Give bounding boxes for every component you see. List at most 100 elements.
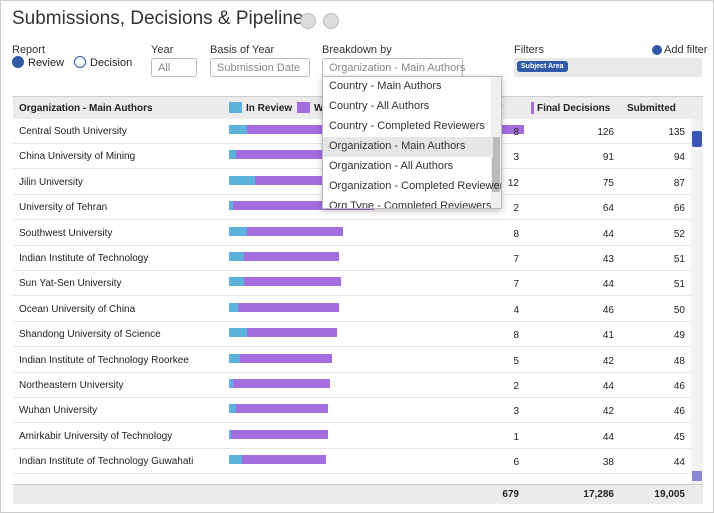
cell-value: 45 xyxy=(673,431,685,443)
radio-label[interactable]: Decision xyxy=(90,57,133,69)
column-header: Organization - Main Authors xyxy=(19,103,153,114)
add-icon xyxy=(652,45,662,55)
cell-value: 126 xyxy=(597,127,614,138)
table-row: Sun Yat-Sen University 7 44 51 xyxy=(13,271,691,297)
cell-value: 46 xyxy=(673,406,685,418)
table-row: Indian Institute of Technology Guwahati 6… xyxy=(13,449,691,475)
table-row: Shandong University of Science 8 41 49 xyxy=(13,322,691,348)
org-name: Indian Institute of Technology Guwahati xyxy=(19,456,194,468)
cell-value: 12 xyxy=(507,177,519,189)
in-review-bar xyxy=(229,328,247,338)
breakdown-label: Breakdown by xyxy=(322,44,392,56)
cell-value: 38 xyxy=(602,457,614,469)
in-review-bar xyxy=(229,353,240,363)
cell-value: 42 xyxy=(602,355,614,367)
reset-button[interactable] xyxy=(323,13,339,29)
cell-value: 8 xyxy=(513,330,519,342)
org-name: University of Tehran xyxy=(19,202,108,214)
dropdown-option[interactable]: Organization - Main Authors xyxy=(323,137,493,157)
year-label: Year xyxy=(151,44,174,56)
in-review-bar xyxy=(229,226,247,236)
cell-value: 8 xyxy=(513,127,519,138)
in-review-bar xyxy=(229,455,243,465)
in-review-bar xyxy=(229,277,245,287)
legend-label: W xyxy=(314,103,324,114)
radio-label[interactable]: Review xyxy=(28,57,65,69)
table-footer xyxy=(13,484,703,504)
basis-label: Basis of Year xyxy=(210,44,275,56)
column-header: Submitted xyxy=(627,103,676,114)
table-row: Indian Institute of Technology 7 43 51 xyxy=(13,246,691,271)
cell-value: 43 xyxy=(602,254,614,265)
decision-bar xyxy=(246,226,344,236)
column-header: Final Decisions xyxy=(537,103,611,114)
dropdown-option[interactable]: Organization - Completed Reviewers xyxy=(329,180,502,192)
legend-swatch xyxy=(297,102,310,113)
org-name: Wuhan University xyxy=(19,405,98,417)
filter-chip[interactable]: Subject Area xyxy=(517,61,568,72)
in-review-bar xyxy=(229,252,245,261)
table-row: Southwest University 8 44 52 xyxy=(13,221,691,246)
table-row: Wuhan University 3 42 46 xyxy=(13,398,691,424)
decision-bar xyxy=(233,379,331,388)
download-button[interactable] xyxy=(300,13,316,29)
dropdown-option[interactable]: Organization - All Authors xyxy=(329,160,454,172)
total-value: 19,005 xyxy=(654,489,685,500)
decision-bar xyxy=(244,252,339,261)
cell-value: 94 xyxy=(673,152,685,164)
org-name: China University of Mining xyxy=(19,151,136,163)
cell-value: 66 xyxy=(673,203,685,215)
table-row: Ocean University of China 4 46 50 xyxy=(13,297,691,322)
table-row: Amirkabir University of Technology 1 44 45 xyxy=(13,424,691,449)
in-review-bar xyxy=(229,175,256,185)
total-value: 679 xyxy=(502,489,519,500)
cell-value: 46 xyxy=(673,381,685,392)
dropdown-option[interactable]: Country - Main Authors xyxy=(329,80,442,92)
total-value: 17,286 xyxy=(583,489,614,500)
in-review-bar xyxy=(229,150,236,160)
cell-value: 87 xyxy=(673,177,685,189)
cell-value: 6 xyxy=(513,457,519,469)
dropdown-option[interactable]: Country - Completed Reviewers xyxy=(329,120,485,132)
in-review-bar xyxy=(229,429,232,439)
radio[interactable] xyxy=(74,56,86,68)
title: Submissions, Decisions & Pipeline xyxy=(12,8,304,29)
cell-value: 8 xyxy=(513,228,519,240)
cell-value: 44 xyxy=(673,457,685,469)
org-name: Central South University xyxy=(19,126,127,137)
cell-value: 75 xyxy=(602,177,614,189)
org-name: Jilin University xyxy=(19,176,83,188)
cell-value: 46 xyxy=(602,304,614,316)
cell-value: 3 xyxy=(513,152,519,164)
org-name: Sun Yat-Sen University xyxy=(19,278,122,290)
scrollbar[interactable] xyxy=(691,119,703,484)
cell-value: 42 xyxy=(602,406,614,418)
breakdown-select[interactable]: Organization - Main Authors xyxy=(322,58,465,77)
dropdown-option[interactable]: Country - All Authors xyxy=(329,100,430,112)
decision-bar xyxy=(242,455,326,465)
table-row: Northeastern University 2 44 46 xyxy=(13,373,691,398)
add-filter[interactable]: Add filter xyxy=(664,44,708,56)
org-name: Ocean University of China xyxy=(19,303,136,315)
decision-bar xyxy=(233,201,375,211)
decision-bar xyxy=(237,302,339,312)
org-name: Indian Institute of Technology Roorkee xyxy=(19,354,189,366)
cell-value: 52 xyxy=(673,228,685,240)
cell-value: 41 xyxy=(602,330,614,342)
in-review-bar xyxy=(229,302,238,312)
radio[interactable] xyxy=(12,56,24,68)
dropdown-option[interactable]: Org Type - Completed Reviewers xyxy=(329,200,492,209)
column-marker xyxy=(531,102,534,114)
cell-value: 48 xyxy=(673,355,685,367)
breakdown-dropdown: Country - Main Authors Country - All Auth… xyxy=(322,76,502,209)
cell-value: 64 xyxy=(602,203,614,215)
cell-value: 44 xyxy=(602,381,614,392)
legend-swatch xyxy=(229,102,242,113)
basis-select[interactable]: Submission Date xyxy=(210,58,310,77)
cell-value: 44 xyxy=(602,279,614,291)
year-select[interactable]: All xyxy=(151,58,197,77)
cell-value: 5 xyxy=(513,355,519,367)
cell-value: 3 xyxy=(513,406,519,418)
cell-value: 2 xyxy=(513,203,519,215)
